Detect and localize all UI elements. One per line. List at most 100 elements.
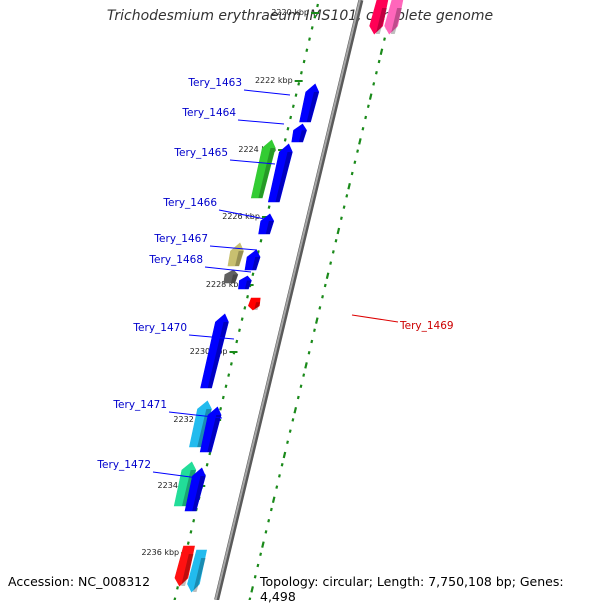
- track-dot: [374, 70, 378, 75]
- gene-tery-1465: [267, 143, 293, 203]
- gene-shade: [265, 221, 274, 234]
- track-dot: [383, 37, 386, 41]
- gene-label: Tery_1463: [187, 77, 242, 89]
- gene-tery-1471: [199, 406, 222, 453]
- gene-label: Tery_1467: [153, 233, 208, 245]
- bottom-cyan-gene: [187, 549, 207, 593]
- gene-shade: [254, 302, 261, 310]
- track-dot: [221, 395, 225, 400]
- gene-tery-1467: [244, 249, 261, 271]
- track-dot: [299, 384, 303, 389]
- track-dot: [308, 37, 311, 41]
- track-dot: [304, 362, 308, 369]
- gene-body: [199, 406, 222, 453]
- gene-leader-line: [152, 471, 199, 479]
- track-dot: [291, 418, 295, 422]
- gene-leader-line: [209, 245, 258, 251]
- gene-body: [184, 467, 206, 512]
- track-dot: [248, 597, 252, 600]
- track-dot: [310, 26, 314, 30]
- track-dot: [293, 406, 298, 414]
- scale-tick-label: 2232 kbp: [173, 415, 211, 424]
- gene-label: Tery_1469: [399, 320, 454, 332]
- gene-shade: [235, 251, 244, 266]
- track-dot: [261, 541, 265, 548]
- track-dot: [224, 384, 228, 389]
- gene-tery-1469: [248, 297, 261, 311]
- track-dot: [364, 115, 368, 120]
- gene-shade: [230, 274, 238, 283]
- track-dot: [368, 93, 373, 100]
- track-dot: [259, 552, 263, 557]
- track-dot: [286, 440, 289, 445]
- track-dot: [353, 160, 357, 165]
- gene-label: Tery_1466: [162, 197, 217, 209]
- track-dot: [302, 59, 306, 64]
- track-dot: [318, 306, 322, 310]
- gene-body: [200, 313, 229, 389]
- green-gene: [250, 139, 276, 199]
- track-dot: [315, 317, 319, 324]
- track-dot: [253, 574, 257, 579]
- track-dot: [280, 462, 284, 467]
- gene-body: [258, 213, 275, 235]
- track-dot: [323, 283, 327, 288]
- gene-shade: [390, 8, 402, 34]
- gene-label: Tery_1465: [173, 147, 228, 159]
- gene-shade: [275, 152, 293, 202]
- track-dot: [350, 171, 354, 176]
- track-dot: [269, 507, 273, 512]
- track-dot: [205, 462, 209, 467]
- bottom-red-gene: [174, 545, 195, 587]
- gene-leader-line: [168, 411, 223, 419]
- track-dot: [305, 48, 309, 53]
- track-dot: [329, 261, 333, 265]
- track-dot: [331, 250, 335, 254]
- track-dot: [271, 496, 276, 504]
- gene-leader-line: [218, 209, 271, 221]
- gene-label: Tery_1471: [112, 399, 167, 411]
- gene-body: [248, 297, 261, 311]
- accession-label: Accession: NC_008312: [8, 574, 151, 589]
- gene-tery-1464: [291, 123, 307, 143]
- gene-shade: [181, 554, 194, 586]
- track-dot: [361, 126, 365, 131]
- track-dot: [240, 317, 244, 321]
- track-dot: [251, 272, 255, 277]
- track-dot: [325, 272, 330, 280]
- track-dot: [173, 597, 177, 600]
- olive-gene: [227, 242, 244, 267]
- scale-tick-label: 2228 kbp: [206, 280, 244, 289]
- scale-tick-label: 2226 kbp: [222, 212, 260, 221]
- gene-body: [238, 275, 252, 290]
- gene-shade: [298, 130, 307, 142]
- gene-body: [244, 249, 261, 271]
- gene-shade: [252, 257, 261, 270]
- track-dot: [238, 328, 241, 333]
- track-dot: [189, 530, 193, 534]
- scale-tick-label: 2236 kbp: [141, 548, 179, 557]
- track-dot: [310, 339, 314, 344]
- track-dot: [336, 227, 341, 235]
- gene-leader-line: [243, 89, 291, 96]
- gene-tery-1468: [238, 275, 252, 290]
- gene-leader-line: [188, 334, 235, 340]
- gene-body: [267, 143, 293, 203]
- track-dot: [307, 350, 311, 355]
- gene-shade: [375, 8, 387, 34]
- track-dot: [250, 586, 254, 593]
- scale-tick-label: 2222 kbp: [255, 76, 293, 85]
- track-dot: [358, 138, 362, 145]
- gene-tery-1463: [299, 83, 320, 123]
- gene-body: [223, 269, 239, 284]
- track-dot: [259, 238, 263, 243]
- gene-label: Tery_1470: [132, 322, 187, 334]
- track-dot: [278, 474, 281, 478]
- gene-tery-1472: [184, 467, 206, 512]
- backbone-highlight: [214, 0, 361, 600]
- track-dot: [316, 3, 320, 8]
- track-dot: [356, 149, 359, 153]
- track-dot: [297, 82, 301, 86]
